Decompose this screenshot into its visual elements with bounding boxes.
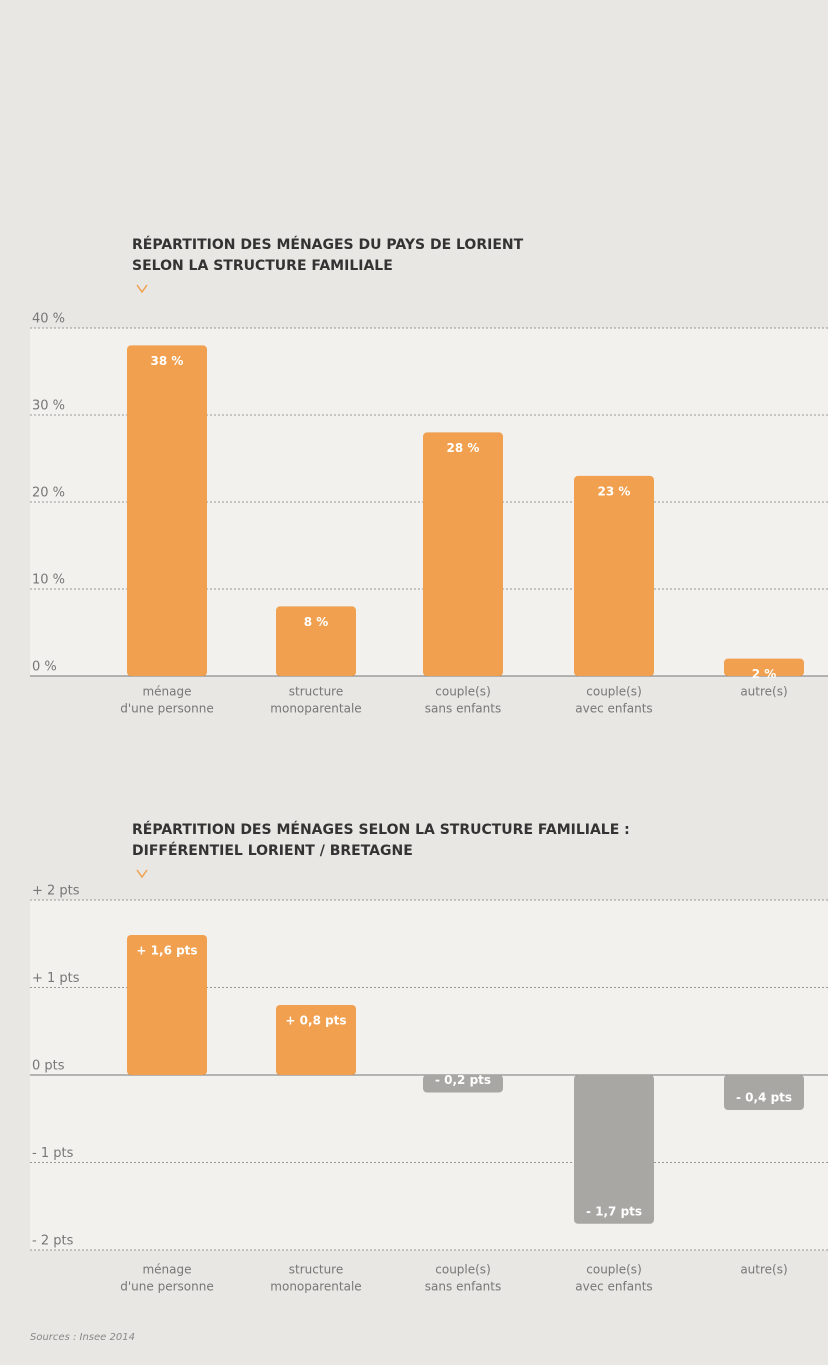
value-label: 2 % [752,667,777,681]
source: Sources : Insee 2014 [30,1332,135,1343]
x-tick-label: avec enfants [575,702,652,716]
x-tick-label: sans enfants [425,702,501,716]
bar [276,606,356,676]
x-tick-label: autre(s) [740,685,787,699]
x-tick-label: couple(s) [586,685,642,699]
value-label: 8 % [304,615,329,629]
x-tick-label: ménage [142,685,191,699]
bar [127,935,207,1075]
y-tick-label: + 2 pts [32,884,80,899]
value-label: 23 % [598,484,631,498]
x-tick-label: couple(s) [586,1263,642,1277]
x-tick-label: monoparentale [270,1280,361,1294]
y-tick-label: + 1 pts [32,971,80,986]
value-label: - 0,4 pts [736,1091,792,1105]
title-marker [136,869,148,879]
value-label: + 0,8 pts [285,1014,346,1028]
x-tick-label: d'une personne [120,1280,213,1294]
bar [127,345,207,676]
value-label: 38 % [151,354,184,368]
x-tick-label: autre(s) [740,1263,787,1277]
bar [423,1075,503,1093]
chart-title: RÉPARTITION DES MÉNAGES SELON LA STRUCTU… [132,821,630,838]
x-tick-label: structure [289,1263,343,1277]
bar [724,1075,804,1110]
y-tick-label: - 1 pts [32,1146,74,1161]
x-tick-label: sans enfants [425,1280,501,1294]
bar [423,432,503,676]
x-tick-label: d'une personne [120,702,213,716]
bar [574,1075,654,1224]
bar [574,475,654,676]
bar [276,1005,356,1075]
x-tick-label: monoparentale [270,702,361,716]
value-label: 28 % [447,441,480,455]
chart-title: DIFFÉRENTIEL LORIENT / BRETAGNE [132,842,413,859]
x-tick-label: couple(s) [435,1263,491,1277]
x-tick-label: avec enfants [575,1280,652,1294]
y-tick-label: 30 % [32,399,65,414]
y-tick-label: 40 % [32,312,65,327]
y-tick-label: 0 pts [32,1059,65,1074]
title-marker [136,284,148,294]
value-label: + 1,6 pts [136,944,197,958]
y-tick-label: 20 % [32,486,65,501]
x-tick-label: structure [289,685,343,699]
bar [724,658,804,676]
chart-title: SELON LA STRUCTURE FAMILIALE [132,258,393,274]
value-label: - 0,2 pts [435,1073,491,1087]
x-tick-label: ménage [142,1263,191,1277]
value-label: - 1,7 pts [586,1204,642,1218]
chart-title: RÉPARTITION DES MÉNAGES DU PAYS DE LORIE… [132,236,524,253]
x-tick-label: couple(s) [435,685,491,699]
y-tick-label: - 2 pts [32,1234,74,1249]
y-tick-label: 0 % [32,660,57,675]
y-tick-label: 10 % [32,573,65,588]
